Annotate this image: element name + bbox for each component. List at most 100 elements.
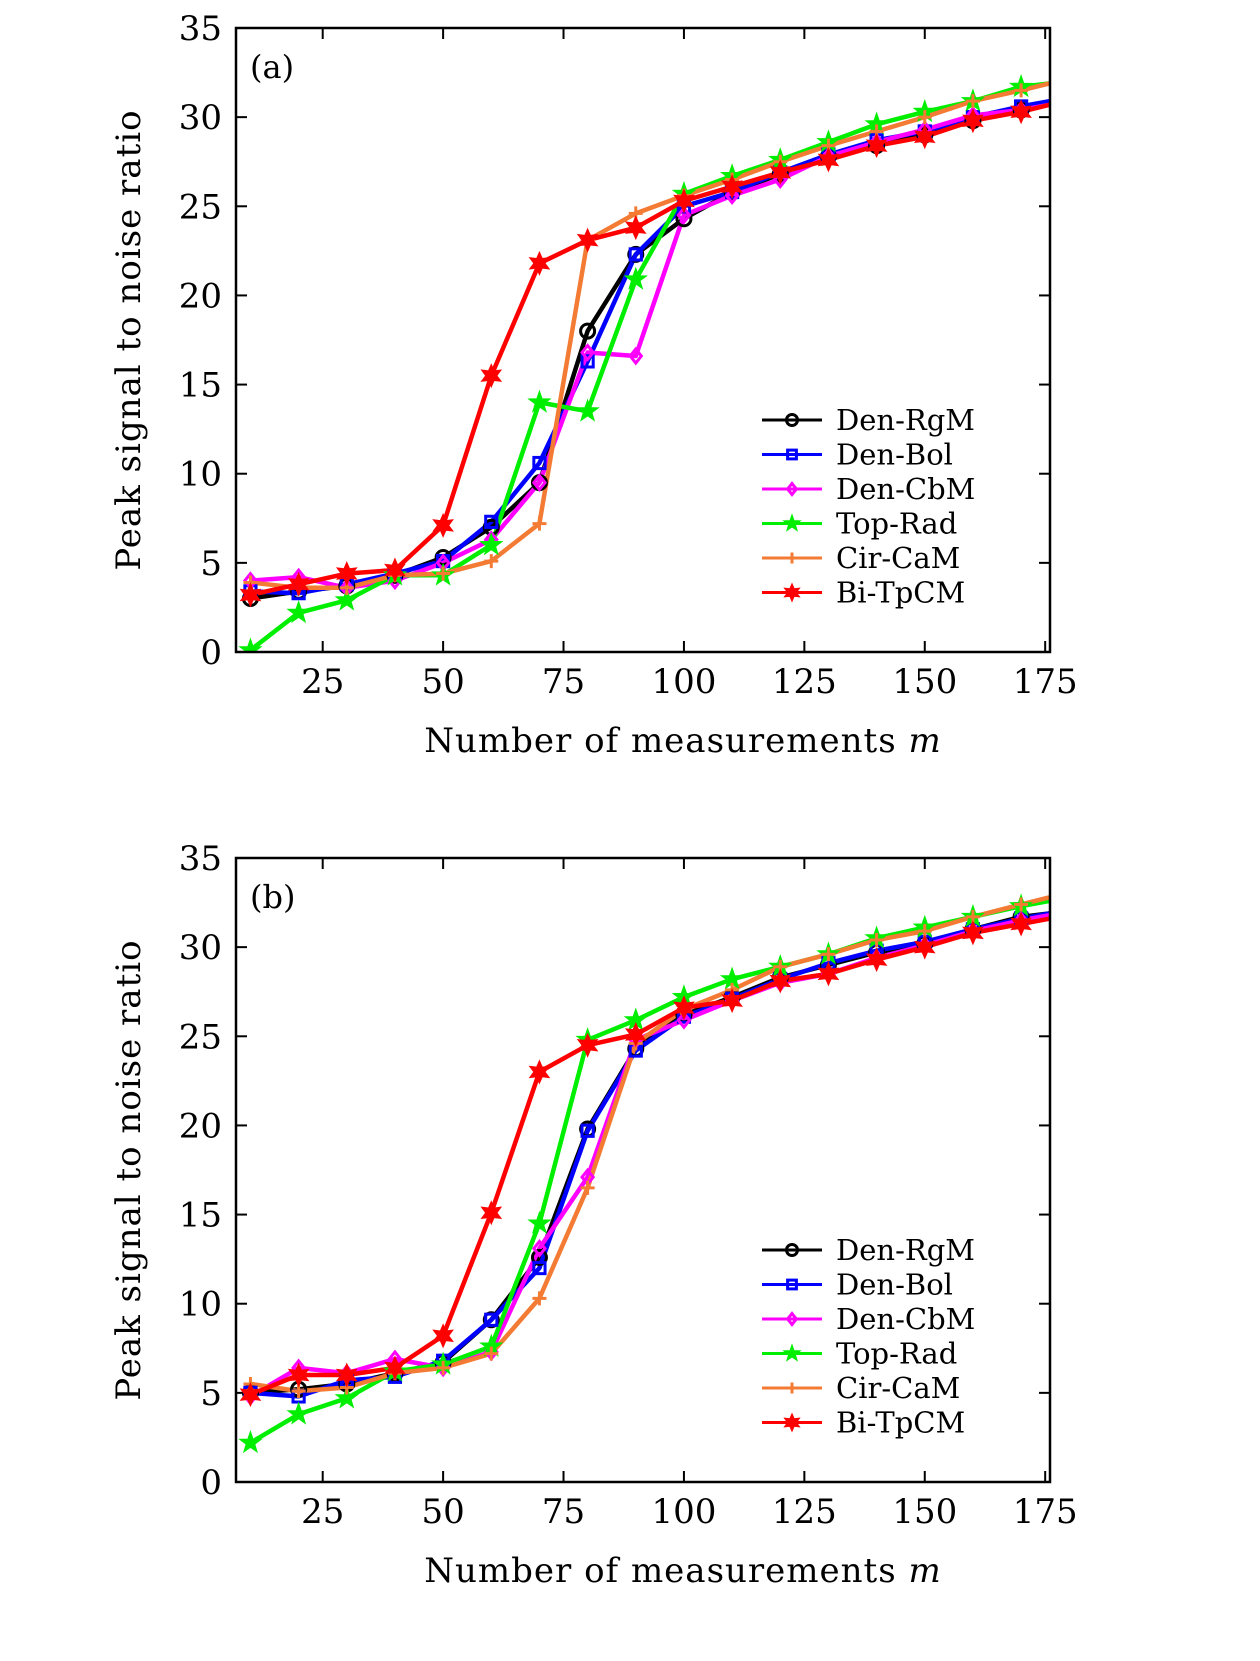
chart-b-point-den-cbm <box>676 1010 692 1030</box>
chart-a-legend-marker-cir-cam <box>786 552 798 564</box>
chart-a-point-cir-cam <box>1014 83 1029 98</box>
chart-a-legend-marker-top-rad <box>782 513 802 532</box>
chart-b-point-bi-tpcm <box>432 1323 454 1349</box>
chart-b-point-den-rgm <box>530 1248 548 1266</box>
chart-b-point-cir-cam <box>532 1291 547 1306</box>
chart-b-point-bi-tpcm <box>1010 911 1032 937</box>
chart-a-x-tick-label: 50 <box>421 662 464 702</box>
chart-b-point-bi-tpcm <box>721 988 743 1014</box>
chart-a-point-top-rad <box>575 398 600 422</box>
chart-a-y-axis-title: Peak signal to noise ratio <box>109 109 149 570</box>
chart-b-point-top-rad <box>527 1210 552 1234</box>
chart-b-y-tick-label: 15 <box>179 1196 222 1236</box>
chart-a-point-bi-tpcm <box>576 227 599 253</box>
chart-a-plot-area <box>238 74 1050 652</box>
chart-a-x-axis-variable: m <box>908 721 941 761</box>
chart-b-point-cir-cam <box>580 1180 595 1195</box>
chart-b-x-tick-label: 125 <box>772 1492 837 1532</box>
chart-b-legend-label-den-cbm: Den-CbM <box>836 1302 975 1336</box>
chart-b-point-bi-tpcm <box>769 968 792 994</box>
chart-b-x-tick-label: 175 <box>1013 1492 1078 1532</box>
chart-a-y-tick-label: 30 <box>179 98 222 138</box>
chart-a-point-den-cbm <box>676 205 692 225</box>
chart-b-x-tick-label: 100 <box>651 1492 716 1532</box>
chart-a-x-tick-label: 100 <box>651 662 716 702</box>
chart-b-point-den-cbm <box>531 1239 547 1258</box>
chart-a-legend-marker-den-cbm <box>785 481 799 497</box>
chart-a-point-den-cbm <box>628 346 644 366</box>
chart-a-point-den-bol <box>484 514 499 529</box>
chart-b-point-den-bol <box>532 1260 547 1276</box>
chart-b-point-bi-tpcm <box>384 1355 406 1381</box>
chart-b-point-cir-cam <box>1014 897 1029 912</box>
chart-a-point-bi-tpcm <box>239 582 262 608</box>
chart-a-point-den-bol <box>532 455 547 471</box>
chart-a-legend-marker-bi-tpcm <box>783 582 801 603</box>
chart-a-y-tick-label: 25 <box>179 187 222 227</box>
chart-a-point-bi-tpcm <box>624 215 647 241</box>
chart-a-legend-marker-den-bol <box>786 448 798 461</box>
chart-a-point-bi-tpcm <box>287 571 310 597</box>
chart-b-point-bi-tpcm <box>817 961 840 987</box>
chart-a-legend-marker-den-rgm <box>785 413 799 427</box>
chart-b-point-top-rad <box>334 1385 359 1409</box>
chart-b-point-bi-tpcm <box>239 1382 262 1408</box>
chart-a-point-den-cbm <box>531 473 547 493</box>
chart-b-point-den-bol <box>580 1123 595 1138</box>
chart-b-legend: Den-RgMDen-BolDen-CbMTop-RadCir-CaMBi-Tp… <box>762 1233 975 1440</box>
chart-a-point-bi-tpcm <box>913 124 936 150</box>
chart-a-point-den-cbm <box>580 343 596 362</box>
chart-a-point-den-rgm <box>579 322 597 340</box>
chart-a-x-tick-label: 125 <box>772 662 837 702</box>
chart-b-point-top-rad <box>238 1430 263 1454</box>
chart-a-point-bi-tpcm <box>335 561 358 587</box>
chart-a-svg: 25 50 75 100 125 150 175 0 5 10 15 20 25 30 35 (a) Numbe… <box>109 9 1078 761</box>
chart-a-point-top-rad <box>286 600 311 624</box>
chart-b-point-bi-tpcm <box>913 934 936 960</box>
chart-a-point-cir-cam <box>436 566 451 581</box>
chart-b-point-bi-tpcm <box>673 995 695 1021</box>
chart-b-legend-label-cir-cam: Cir-CaM <box>836 1371 960 1405</box>
chart-b-point-bi-tpcm <box>865 947 888 973</box>
chart-a-point-bi-tpcm <box>384 557 406 583</box>
chart-a-point-top-rad <box>334 587 359 611</box>
chart-a-axes-frame <box>234 26 1052 654</box>
chart-b-legend-label-bi-tpcm: Bi-TpCM <box>836 1406 965 1440</box>
chart-b-legend-marker-den-rgm <box>785 1243 799 1257</box>
chart-a-point-bi-tpcm <box>432 512 454 538</box>
chart-a-point-cir-cam <box>532 516 547 531</box>
chart-b-panel-label: (b) <box>250 878 295 916</box>
chart-b-y-tick-label: 5 <box>200 1374 222 1414</box>
chart-b-legend-marker-cir-cam <box>786 1382 798 1394</box>
chart-a-legend-label-den-rgm: Den-RgM <box>836 403 975 437</box>
chart-b-x-axis-title: Number of measurements m <box>424 1551 941 1591</box>
chart-a-x-tick-label: 25 <box>301 662 344 702</box>
chart-b-point-bi-tpcm <box>480 1200 503 1226</box>
chart-b-y-tick-label: 30 <box>179 928 222 968</box>
chart-a-y-tick-label: 20 <box>179 276 222 316</box>
chart-b-point-cir-cam <box>436 1360 451 1375</box>
chart-b-point-bi-tpcm <box>335 1362 358 1388</box>
chart-b-y-tick-label: 25 <box>179 1017 222 1057</box>
chart-a-y-tick-label: 15 <box>179 366 222 406</box>
chart-b-point-bi-tpcm <box>962 920 984 946</box>
chart-a-point-top-rad <box>238 637 263 652</box>
chart-b-x-tick-label: 50 <box>421 1492 464 1532</box>
chart-b-point-cir-cam <box>821 947 836 962</box>
chart-b-x-tick-label: 150 <box>892 1492 957 1532</box>
chart-a-x-tick-label: 75 <box>542 662 585 702</box>
chart-a-point-bi-tpcm <box>528 250 551 276</box>
chart-a-legend-label-top-rad: Top-Rad <box>836 507 957 541</box>
chart-b-point-den-bol <box>484 1312 499 1327</box>
chart-a-x-axis-title: Number of measurements m <box>424 721 941 761</box>
chart-b-y-tick-label: 35 <box>179 839 222 879</box>
chart-b-legend-label-den-bol: Den-Bol <box>836 1268 953 1302</box>
chart-a-point-top-rad <box>623 266 648 290</box>
chart-a-point-top-rad <box>479 532 504 556</box>
chart-a-y-tick-label: 10 <box>179 455 222 495</box>
chart-b-point-top-rad <box>286 1401 311 1425</box>
chart-a-point-cir-cam <box>965 94 980 109</box>
chart-a-point-bi-tpcm <box>865 133 888 159</box>
chart-panel-b: 25 50 75 100 125 150 175 0 5 10 15 20 25 30 35 (b) Numbe… <box>0 830 1260 1660</box>
chart-b-plot-area <box>238 893 1050 1454</box>
